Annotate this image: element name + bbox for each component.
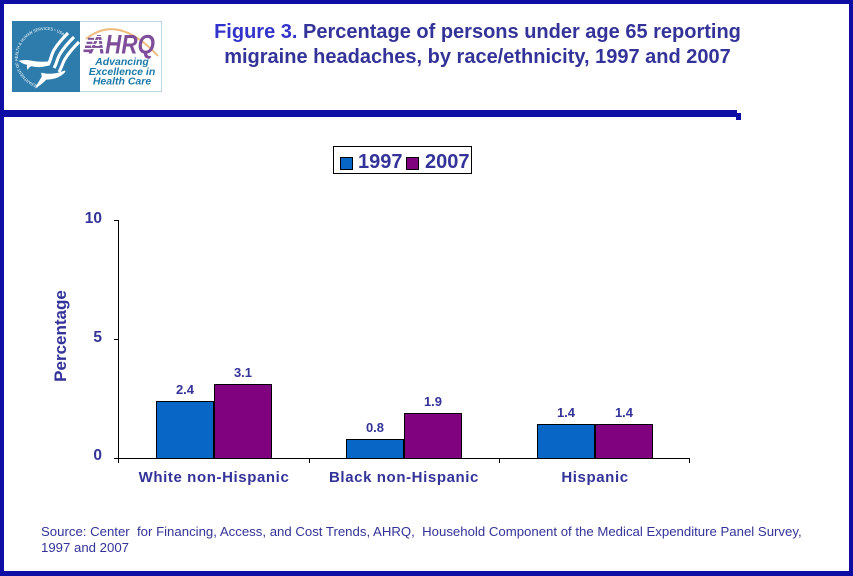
svg-text:Health Care: Health Care	[93, 76, 152, 88]
svg-text:Advancing: Advancing	[94, 56, 149, 68]
svg-text:Excellence in: Excellence in	[89, 66, 156, 78]
